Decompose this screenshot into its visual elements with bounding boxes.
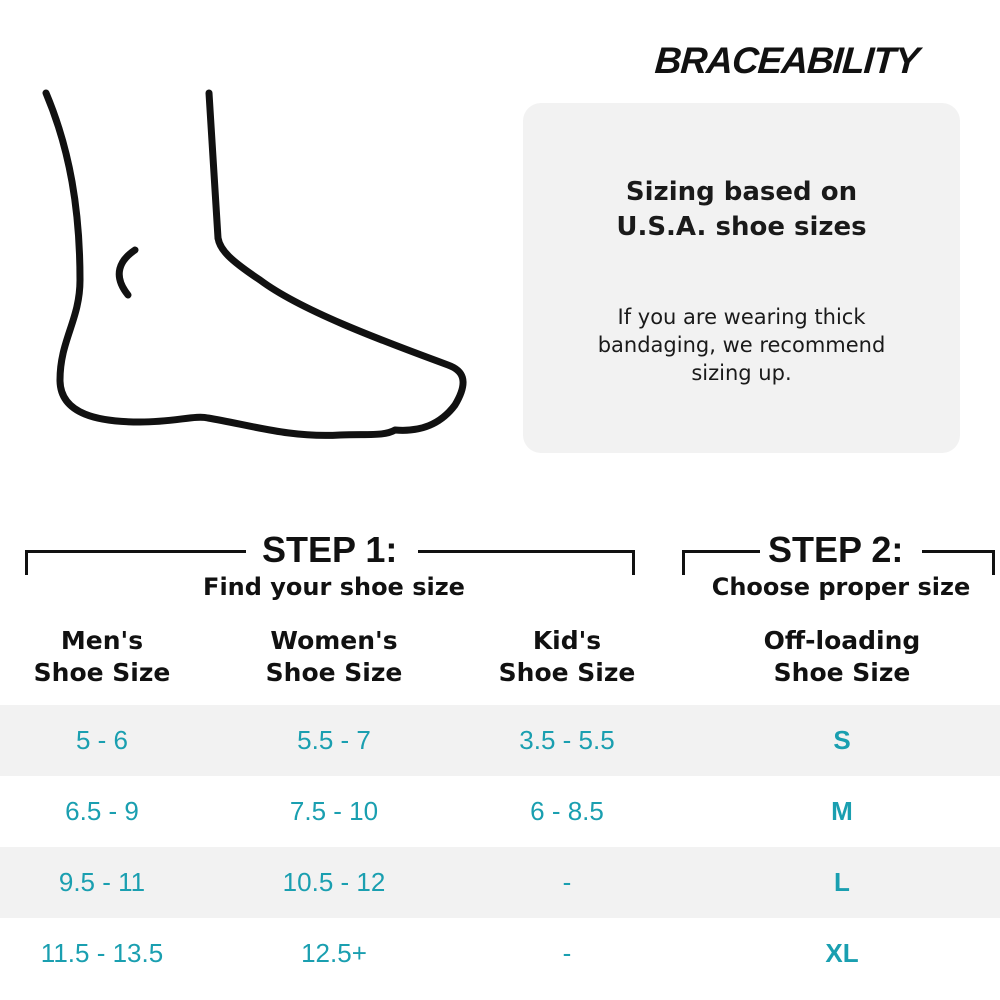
step2-bracket-right xyxy=(922,550,995,575)
header-offloading-line1: Off-loading xyxy=(763,626,921,655)
header-womens-line2: Shoe Size xyxy=(265,658,403,687)
womens-size-cell: 10.5 - 12 xyxy=(282,867,386,897)
table-row: 5 - 6 5.5 - 7 3.5 - 5.5 S xyxy=(0,705,1000,776)
sizing-title-line-2: U.S.A. shoe sizes xyxy=(616,212,867,242)
braceability-logo: BRACEABILITY xyxy=(653,40,920,81)
step1-bracket-left xyxy=(25,550,246,575)
header-mens: Men's Shoe Size xyxy=(0,625,217,689)
kids-size-cell: - xyxy=(562,867,572,897)
step2-header: STEP 2: Choose proper size xyxy=(660,530,1000,610)
mens-size-cell: 11.5 - 13.5 xyxy=(40,938,164,968)
header-womens: Women's Shoe Size xyxy=(219,625,449,689)
foot-outline-icon xyxy=(0,60,500,460)
womens-size-cell: 7.5 - 10 xyxy=(289,796,379,826)
note-line-3: sizing up. xyxy=(691,361,792,385)
step1-subtitle: Find your shoe size xyxy=(203,573,465,601)
step2-label: STEP 2: xyxy=(768,529,904,570)
womens-size-cell: 12.5+ xyxy=(301,938,367,968)
step2-subtitle: Choose proper size xyxy=(711,573,971,601)
header-mens-line2: Shoe Size xyxy=(33,658,171,687)
header-offloading: Off-loading Shoe Size xyxy=(727,625,957,689)
size-table: 5 - 6 5.5 - 7 3.5 - 5.5 S 6.5 - 9 7.5 - … xyxy=(0,705,1000,989)
header-offloading-line2: Shoe Size xyxy=(773,658,911,687)
sizing-title-line-1: Sizing based on xyxy=(625,177,858,207)
header-mens-line1: Men's xyxy=(60,626,144,655)
offloading-size-cell: L xyxy=(834,867,850,897)
table-row: 11.5 - 13.5 12.5+ - XL xyxy=(0,918,1000,989)
step1-header: STEP 1: Find your shoe size xyxy=(0,530,660,610)
womens-size-cell: 5.5 - 7 xyxy=(297,725,371,755)
kids-size-cell: - xyxy=(562,938,572,968)
mens-size-cell: 6.5 - 9 xyxy=(65,796,139,826)
header-kids: Kid's Shoe Size xyxy=(452,625,682,689)
kids-size-cell: 6 - 8.5 xyxy=(530,796,604,826)
header-kids-line2: Shoe Size xyxy=(498,658,636,687)
offloading-size-cell: M xyxy=(831,796,853,826)
offloading-size-cell: XL xyxy=(825,938,859,968)
mens-size-cell: 5 - 6 xyxy=(75,725,129,755)
step2-bracket-left xyxy=(682,550,760,575)
step1-label: STEP 1: xyxy=(262,529,398,570)
note-line-1: If you are wearing thick xyxy=(617,305,866,329)
kids-size-cell: 3.5 - 5.5 xyxy=(519,725,615,755)
table-row: 9.5 - 11 10.5 - 12 - L xyxy=(0,847,1000,918)
bandaging-note: If you are wearing thick bandaging, we r… xyxy=(523,303,960,387)
sizing-info-card: Sizing based on U.S.A. shoe sizes If you… xyxy=(523,103,960,453)
offloading-size-cell: S xyxy=(833,725,851,755)
sizing-info-title: Sizing based on U.S.A. shoe sizes xyxy=(523,175,960,245)
step1-bracket-right xyxy=(418,550,635,575)
header-kids-line1: Kid's xyxy=(532,626,602,655)
table-row: 6.5 - 9 7.5 - 10 6 - 8.5 M xyxy=(0,776,1000,847)
note-line-2: bandaging, we recommend xyxy=(597,333,886,357)
mens-size-cell: 9.5 - 11 xyxy=(58,867,146,897)
header-womens-line1: Women's xyxy=(270,626,398,655)
